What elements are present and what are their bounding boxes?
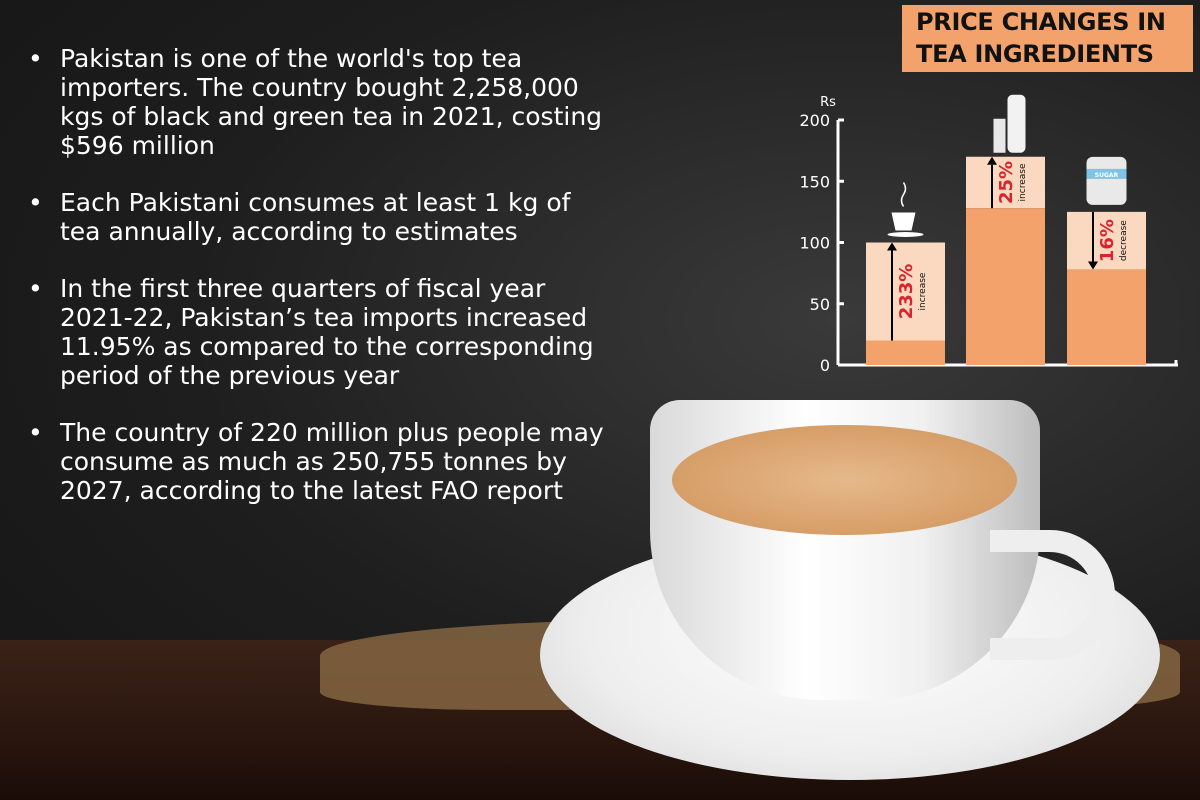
bar-change-segment [866,242,945,341]
y-tick-label: 0 [820,356,830,375]
milk-glass-icon [993,118,1006,153]
change-percent: 233% [896,264,917,320]
change-direction: increase [918,272,928,310]
tea-cup-icon-saucer [887,232,924,237]
sugar-label: SUGAR [1095,172,1119,179]
milk-icon [1007,94,1026,153]
sugar-icon [1086,156,1127,205]
chart-title-line: PRICE CHANGES IN [916,8,1166,36]
bar-base-segment [966,208,1045,365]
y-tick-label: 200 [799,111,830,130]
steam-icon [900,182,907,207]
y-tick-label: 150 [799,172,830,191]
chart-title: PRICE CHANGES IN TEA INGREDIENTS [902,5,1193,72]
y-tick-label: 100 [799,234,830,253]
fact-item: The country of 220 million plus people m… [28,418,608,505]
change-percent: 16% [1097,219,1118,262]
change-direction: decrease [1119,220,1129,261]
cup-handle [990,530,1115,660]
chart-title-line: TEA INGREDIENTS [916,40,1154,68]
bar-change-segment [966,156,1045,209]
bar-base-segment [1067,269,1146,365]
fact-item: In the first three quarters of fiscal ye… [28,274,608,390]
change-arrowhead [987,156,997,165]
change-direction: increase [1018,163,1028,201]
fact-list: Pakistan is one of the world's top tea i… [28,44,608,533]
change-arrowhead [1088,261,1098,270]
tea-liquid [672,425,1017,535]
bar-base-segment [866,340,945,365]
change-arrowhead [887,242,897,251]
bar-change-segment [1067,211,1146,270]
y-axis-label: Rs [820,95,836,110]
change-percent: 25% [996,161,1017,204]
tea-cup-icon [891,212,916,231]
y-tick-label: 50 [810,295,830,314]
fact-item: Pakistan is one of the world's top tea i… [28,44,608,160]
fact-item: Each Pakistani consumes at least 1 kg of… [28,188,608,246]
sugar-label-band [1086,168,1127,179]
